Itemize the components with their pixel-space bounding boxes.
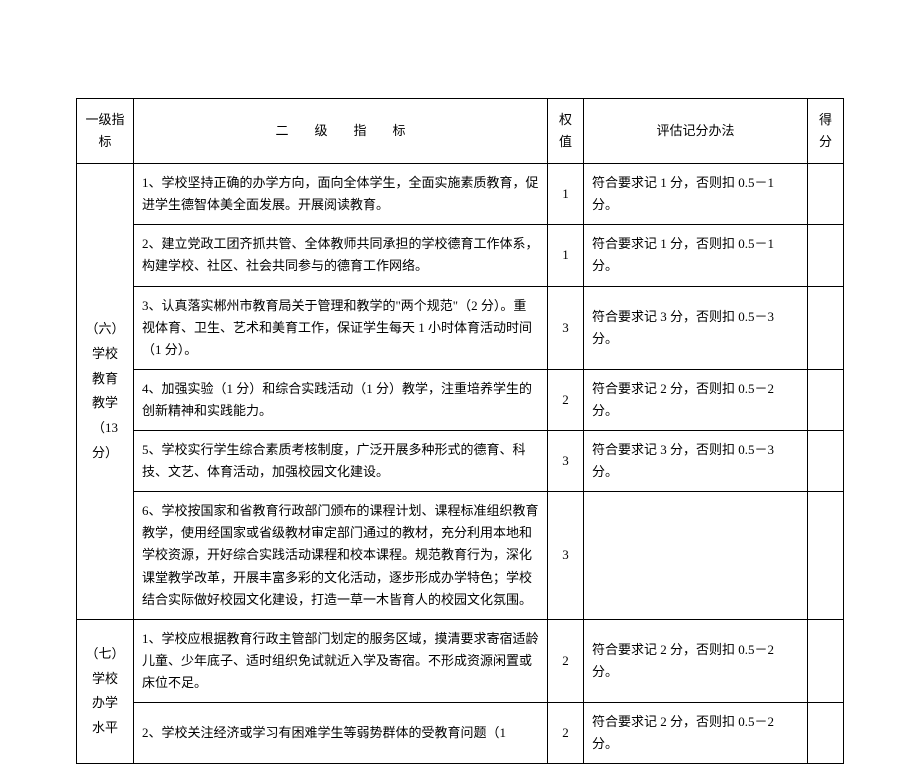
score-value bbox=[808, 431, 844, 492]
weight-value: 1 bbox=[548, 225, 584, 286]
secondary-indicator: 2、建立党政工团齐抓共管、全体教师共同承担的学校德育工作体系，构建学校、社区、社… bbox=[134, 225, 548, 286]
score-value bbox=[808, 492, 844, 619]
secondary-indicator: 2、学校关注经济或学习有困难学生等弱势群体的受教育问题（1 bbox=[134, 702, 548, 763]
table-row: 2、建立党政工团齐抓共管、全体教师共同承担的学校德育工作体系，构建学校、社区、社… bbox=[77, 225, 844, 286]
primary-indicator: （六）学校教育教学（13 分） bbox=[77, 164, 134, 620]
scoring-method: 符合要求记 2 分，否则扣 0.5－2 分。 bbox=[584, 369, 808, 430]
table-row: 5、学校实行学生综合素质考核制度，广泛开展多种形式的德育、科技、文艺、体育活动，… bbox=[77, 431, 844, 492]
scoring-method: 符合要求记 1 分，否则扣 0.5－1 分。 bbox=[584, 225, 808, 286]
scoring-method: 符合要求记 2 分，否则扣 0.5－2 分。 bbox=[584, 702, 808, 763]
table-row: 4、加强实验（1 分）和综合实践活动（1 分）教学，注重培养学生的创新精神和实践… bbox=[77, 369, 844, 430]
score-value bbox=[808, 369, 844, 430]
header-score: 得分 bbox=[808, 99, 844, 164]
secondary-indicator: 4、加强实验（1 分）和综合实践活动（1 分）教学，注重培养学生的创新精神和实践… bbox=[134, 369, 548, 430]
header-secondary: 二 级 指 标 bbox=[134, 99, 548, 164]
secondary-indicator: 3、认真落实郴州市教育局关于管理和教学的"两个规范"（2 分）。重视体育、卫生、… bbox=[134, 286, 548, 369]
header-weight: 权值 bbox=[548, 99, 584, 164]
evaluation-table: 一级指标 二 级 指 标 权值 评估记分办法 得分 （六）学校教育教学（13 分… bbox=[76, 98, 844, 764]
scoring-method: 符合要求记 3 分，否则扣 0.5－3 分。 bbox=[584, 286, 808, 369]
weight-value: 3 bbox=[548, 492, 584, 619]
score-value bbox=[808, 164, 844, 225]
weight-value: 1 bbox=[548, 164, 584, 225]
weight-value: 2 bbox=[548, 702, 584, 763]
secondary-indicator: 5、学校实行学生综合素质考核制度，广泛开展多种形式的德育、科技、文艺、体育活动，… bbox=[134, 431, 548, 492]
score-value bbox=[808, 225, 844, 286]
weight-value: 2 bbox=[548, 369, 584, 430]
score-value bbox=[808, 619, 844, 702]
header-primary: 一级指标 bbox=[77, 99, 134, 164]
table-row: 2、学校关注经济或学习有困难学生等弱势群体的受教育问题（12符合要求记 2 分，… bbox=[77, 702, 844, 763]
header-row: 一级指标 二 级 指 标 权值 评估记分办法 得分 bbox=[77, 99, 844, 164]
table-row: （六）学校教育教学（13 分）1、学校坚持正确的办学方向，面向全体学生，全面实施… bbox=[77, 164, 844, 225]
secondary-indicator: 6、学校按国家和省教育行政部门颁布的课程计划、课程标准组织教育教学，使用经国家或… bbox=[134, 492, 548, 619]
scoring-method: 符合要求记 3 分，否则扣 0.5－3 分。 bbox=[584, 431, 808, 492]
weight-value: 3 bbox=[548, 431, 584, 492]
score-value bbox=[808, 702, 844, 763]
scoring-method: 符合要求记 2 分，否则扣 0.5－2 分。 bbox=[584, 619, 808, 702]
scoring-method: 符合要求记 1 分，否则扣 0.5－1 分。 bbox=[584, 164, 808, 225]
weight-value: 3 bbox=[548, 286, 584, 369]
scoring-method bbox=[584, 492, 808, 619]
header-method: 评估记分办法 bbox=[584, 99, 808, 164]
table-row: 6、学校按国家和省教育行政部门颁布的课程计划、课程标准组织教育教学，使用经国家或… bbox=[77, 492, 844, 619]
secondary-indicator: 1、学校坚持正确的办学方向，面向全体学生，全面实施素质教育，促进学生德智体美全面… bbox=[134, 164, 548, 225]
table-row: 3、认真落实郴州市教育局关于管理和教学的"两个规范"（2 分）。重视体育、卫生、… bbox=[77, 286, 844, 369]
score-value bbox=[808, 286, 844, 369]
weight-value: 2 bbox=[548, 619, 584, 702]
primary-indicator: （七）学校办学水平 bbox=[77, 619, 134, 763]
secondary-indicator: 1、学校应根据教育行政主管部门划定的服务区域，摸清要求寄宿适龄儿童、少年底子、适… bbox=[134, 619, 548, 702]
table-row: （七）学校办学水平1、学校应根据教育行政主管部门划定的服务区域，摸清要求寄宿适龄… bbox=[77, 619, 844, 702]
